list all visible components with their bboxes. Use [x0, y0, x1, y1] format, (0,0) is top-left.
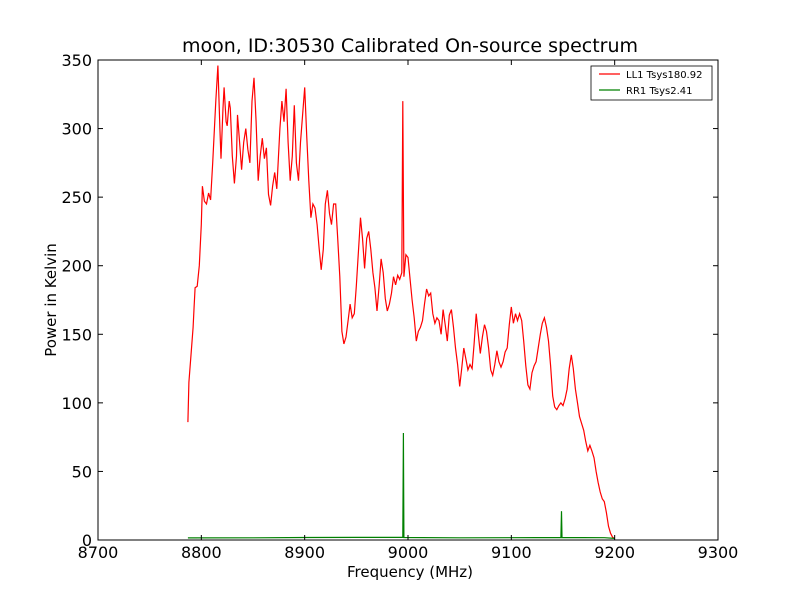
- x-tick-label: 8800: [181, 543, 222, 562]
- series-line-ll1: [187, 65, 616, 540]
- x-axis-label: Frequency (MHz): [347, 563, 473, 581]
- y-tick-label: 0: [82, 531, 92, 550]
- x-tick-label: 9100: [491, 543, 532, 562]
- x-tick-label: 9300: [698, 543, 739, 562]
- y-tick-label: 350: [61, 51, 92, 70]
- y-tick-label: 200: [61, 257, 92, 276]
- legend-box: [590, 65, 713, 101]
- x-tick-label: 8700: [78, 543, 119, 562]
- legend-label-rr1: RR1 Tsys2.41: [626, 86, 693, 97]
- legend-label-ll1: LL1 Tsys180.92: [626, 70, 702, 81]
- y-tick-label: 50: [72, 462, 92, 481]
- chart-title: moon, ID:30530 Calibrated On-source spec…: [182, 35, 638, 57]
- plot-area: [187, 65, 616, 540]
- y-axis-label: Power in Kelvin: [42, 243, 60, 357]
- y-axis: 0 50 100 150 200 250 300 350: [61, 51, 718, 550]
- x-tick-label: 9000: [388, 543, 429, 562]
- y-tick-label: 300: [61, 120, 92, 139]
- y-tick-label: 150: [61, 325, 92, 344]
- series-line-rr1: [187, 432, 615, 539]
- legend: LL1 Tsys180.92 RR1 Tsys2.41: [590, 65, 713, 101]
- x-tick-label: 8900: [284, 543, 325, 562]
- x-axis: 8700 8800 8900 9000 9100 9200 9300: [78, 60, 739, 562]
- y-tick-label: 250: [61, 188, 92, 207]
- y-tick-label: 100: [61, 394, 92, 413]
- x-tick-label: 9200: [594, 543, 635, 562]
